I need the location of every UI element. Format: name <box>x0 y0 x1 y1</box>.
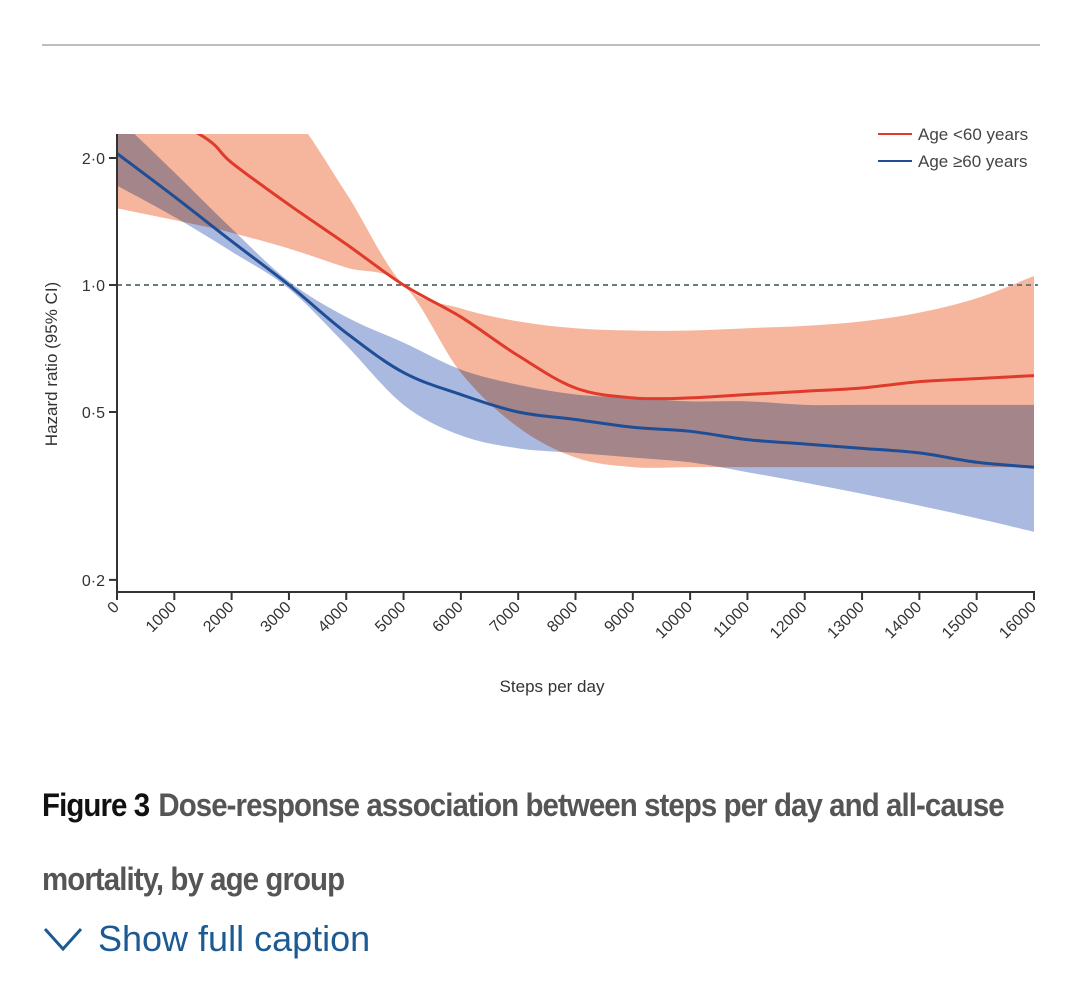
show-full-caption-button[interactable]: Show full caption <box>42 918 370 960</box>
ci-band-age-60-plus <box>117 134 1034 532</box>
x-tick-label: 4000 <box>315 599 352 636</box>
series-line-age-60-plus <box>117 152 1035 469</box>
x-tick-label: 3000 <box>258 599 295 636</box>
x-tick-label: 14000 <box>882 599 926 643</box>
x-tick-label: 12000 <box>767 599 811 643</box>
x-tick-label: 9000 <box>601 599 638 636</box>
figure-caption-text: Dose-response association between steps … <box>42 787 1005 897</box>
legend-label: Age ≥60 years <box>918 152 1028 171</box>
x-tick-label: 11000 <box>711 599 754 642</box>
x-tick-label: 10000 <box>652 599 696 643</box>
x-tick-label: 16000 <box>996 599 1040 643</box>
x-tick-label: 15000 <box>939 599 983 643</box>
show-full-caption-label: Show full caption <box>98 918 371 959</box>
chevron-down-icon <box>43 927 83 952</box>
x-tick-label: 8000 <box>544 599 581 636</box>
y-tick-label: 2·0 <box>82 151 105 168</box>
x-axis-title: Steps per day <box>500 677 605 696</box>
figure-label: Figure 3 <box>42 787 150 823</box>
x-tick-label: 13000 <box>824 599 868 643</box>
hazard-ratio-chart: 0·2 0·5 1·0 2·0 0 1000 2000 3000 4000 5000 6000 700… <box>42 125 1040 696</box>
figure-caption: Figure 3 Dose-response association betwee… <box>42 768 1036 916</box>
y-tick-label: 0·5 <box>82 405 105 422</box>
y-tick-label: 1·0 <box>82 278 105 295</box>
x-tick-label: 2000 <box>200 599 237 636</box>
legend: Age <60 years Age ≥60 years <box>878 125 1028 171</box>
x-tick-label: 1000 <box>143 599 180 636</box>
series-line-age-under-60 <box>196 134 1035 401</box>
series-lines <box>117 134 1035 469</box>
y-tick-label: 0·2 <box>82 573 105 590</box>
ci-bands <box>117 134 1034 532</box>
top-divider <box>42 44 1040 46</box>
x-tick-label: 0 <box>105 599 123 617</box>
y-axis-title: Hazard ratio (95% CI) <box>42 282 61 446</box>
x-tick-label: 5000 <box>372 599 409 636</box>
legend-label: Age <60 years <box>918 125 1028 144</box>
ci-band-age-under-60 <box>117 134 1034 468</box>
x-tick-label: 7000 <box>487 599 524 636</box>
x-tick-label: 6000 <box>430 599 467 636</box>
